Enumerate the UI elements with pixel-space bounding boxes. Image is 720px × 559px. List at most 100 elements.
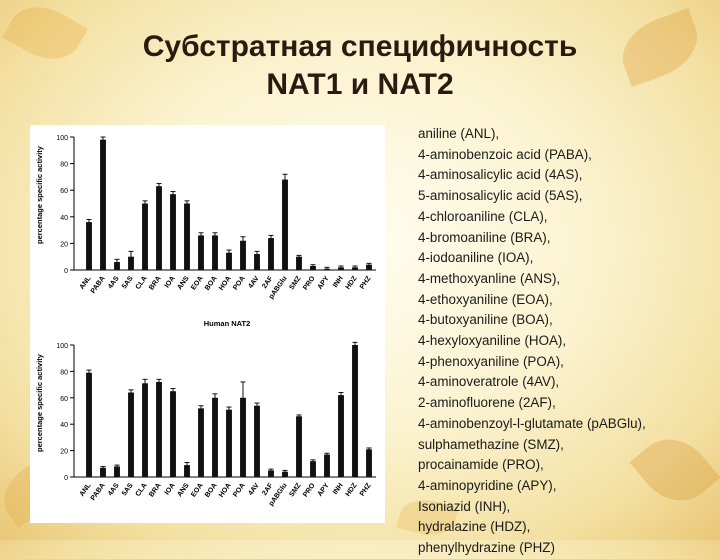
legend-item: 4-butoxyaniline (BOA), — [418, 312, 553, 328]
bar — [212, 397, 218, 477]
bar — [282, 179, 288, 270]
bar — [254, 254, 260, 270]
x-tick-label: EOA — [190, 275, 204, 291]
bar — [198, 408, 204, 477]
bar — [156, 381, 162, 477]
x-tick-label: POA — [232, 275, 246, 291]
bar — [366, 264, 372, 270]
x-tick-label: PABA — [90, 275, 107, 295]
bar — [184, 465, 190, 477]
y-tick-label: 40 — [60, 422, 68, 429]
y-tick-label: 40 — [60, 215, 68, 222]
x-tick-label: CLA — [135, 482, 149, 498]
bar — [324, 454, 330, 477]
y-tick-label: 0 — [64, 268, 68, 275]
bar — [366, 449, 372, 477]
legend-item: 4-aminosalicylic acid (4AS), — [418, 167, 583, 183]
x-tick-label: IOA — [164, 482, 177, 496]
x-tick-label: APY — [317, 275, 331, 291]
legend-item: aniline (ANL), — [418, 126, 500, 141]
x-tick-label: 4AS — [107, 482, 121, 497]
x-tick-label: 5AS — [121, 275, 135, 290]
title-line-2: NAT1 и NAT2 — [266, 68, 454, 101]
y-tick-label: 60 — [60, 396, 68, 403]
legend-item: 4-aminobenzoic acid (PABA), — [418, 146, 592, 162]
x-tick-label: INH — [332, 275, 345, 289]
x-tick-label: 4AS — [107, 275, 121, 290]
legend-item: phenylhydrazine (PHZ) — [418, 540, 555, 556]
bar — [310, 266, 316, 270]
x-tick-label: PRO — [302, 482, 317, 499]
bar — [128, 256, 134, 270]
x-tick-label: PRO — [302, 275, 317, 292]
legend-item: 4-ethoxyaniline (EOA), — [418, 291, 553, 307]
x-tick-label: HOA — [218, 482, 233, 499]
bar — [352, 345, 358, 477]
x-tick-label: ANS — [176, 482, 190, 498]
legend-item: 4-methoxyanline (ANS), — [418, 270, 561, 286]
x-tick-label: PHZ — [359, 482, 373, 498]
bar — [100, 467, 106, 477]
legend-item: hydralazine (HDZ), — [418, 519, 531, 535]
bar — [212, 235, 218, 270]
x-tick-label: INH — [332, 482, 345, 496]
bar — [86, 222, 92, 270]
x-tick-label: ANS — [176, 275, 190, 291]
legend-item: Isoniazid (INH), — [418, 498, 511, 514]
y-tick-label: 0 — [64, 475, 68, 482]
bar — [114, 466, 120, 477]
y-tick-label: 100 — [56, 343, 68, 350]
bar — [268, 238, 274, 270]
legend-item: 4-hexyloxyaniline (HOA), — [418, 333, 567, 349]
bar — [156, 186, 162, 270]
legend-item: 4-aminobenzoyl-l-glutamate (pABGlu), — [418, 415, 646, 431]
bar — [282, 471, 288, 477]
x-tick-label: BRA — [148, 275, 162, 291]
x-tick-label: HDZ — [345, 482, 359, 498]
bar — [338, 395, 344, 477]
y-tick-label: 60 — [60, 188, 68, 195]
y-tick-label: 20 — [60, 241, 68, 248]
y-axis-label: percentage specific activity — [35, 353, 44, 452]
substrate-legend: aniline (ANL), 4-aminobenzoic acid (PABA)… — [418, 124, 718, 559]
x-tick-label: APY — [317, 482, 331, 498]
x-tick-label: IOA — [164, 275, 177, 289]
x-tick-label: SMZ — [288, 275, 303, 292]
y-tick-label: 100 — [56, 135, 68, 142]
x-tick-label: BRA — [148, 482, 162, 498]
x-tick-label: BOA — [204, 275, 219, 292]
legend-item: 2-aminofluorene (2AF), — [418, 395, 556, 411]
legend-item: 4-bromoaniline (BRA), — [418, 229, 551, 245]
x-tick-label: SMZ — [288, 482, 303, 499]
legend-item: 4-iodoaniline (IOA), — [418, 250, 534, 266]
bar — [142, 203, 148, 270]
bar — [170, 391, 176, 477]
bar — [184, 203, 190, 270]
x-tick-label: HOA — [218, 275, 233, 292]
bar — [100, 139, 106, 270]
bar — [268, 470, 274, 477]
title-line-1: Субстратная специфичность — [142, 30, 578, 63]
y-tick-label: 20 — [60, 449, 68, 456]
legend-item: sulphamethazine (SMZ), — [418, 436, 564, 452]
x-tick-label: CLA — [135, 275, 149, 291]
bar — [296, 416, 302, 477]
legend-item: procainamide (PRO), — [418, 457, 544, 473]
bar — [198, 235, 204, 270]
legend-item: 4-aminoveratrole (4AV), — [418, 374, 560, 390]
legend-item: 4-aminopyridine (APY), — [418, 477, 557, 493]
legend-item: 5-aminosalicylic acid (5AS), — [418, 188, 583, 204]
bar — [142, 383, 148, 477]
x-tick-label: EOA — [190, 482, 204, 498]
bar — [128, 392, 134, 477]
x-tick-label: BOA — [204, 482, 219, 499]
bar — [310, 461, 316, 477]
bar — [254, 405, 260, 477]
y-tick-label: 80 — [60, 369, 68, 376]
x-tick-label: 4AV — [247, 482, 260, 497]
x-tick-label: HDZ — [345, 275, 359, 291]
x-tick-label: 5AS — [121, 482, 135, 497]
bar — [240, 240, 246, 270]
x-tick-label: POA — [232, 482, 246, 498]
legend-item: 4-chloroaniline (CLA), — [418, 208, 548, 224]
